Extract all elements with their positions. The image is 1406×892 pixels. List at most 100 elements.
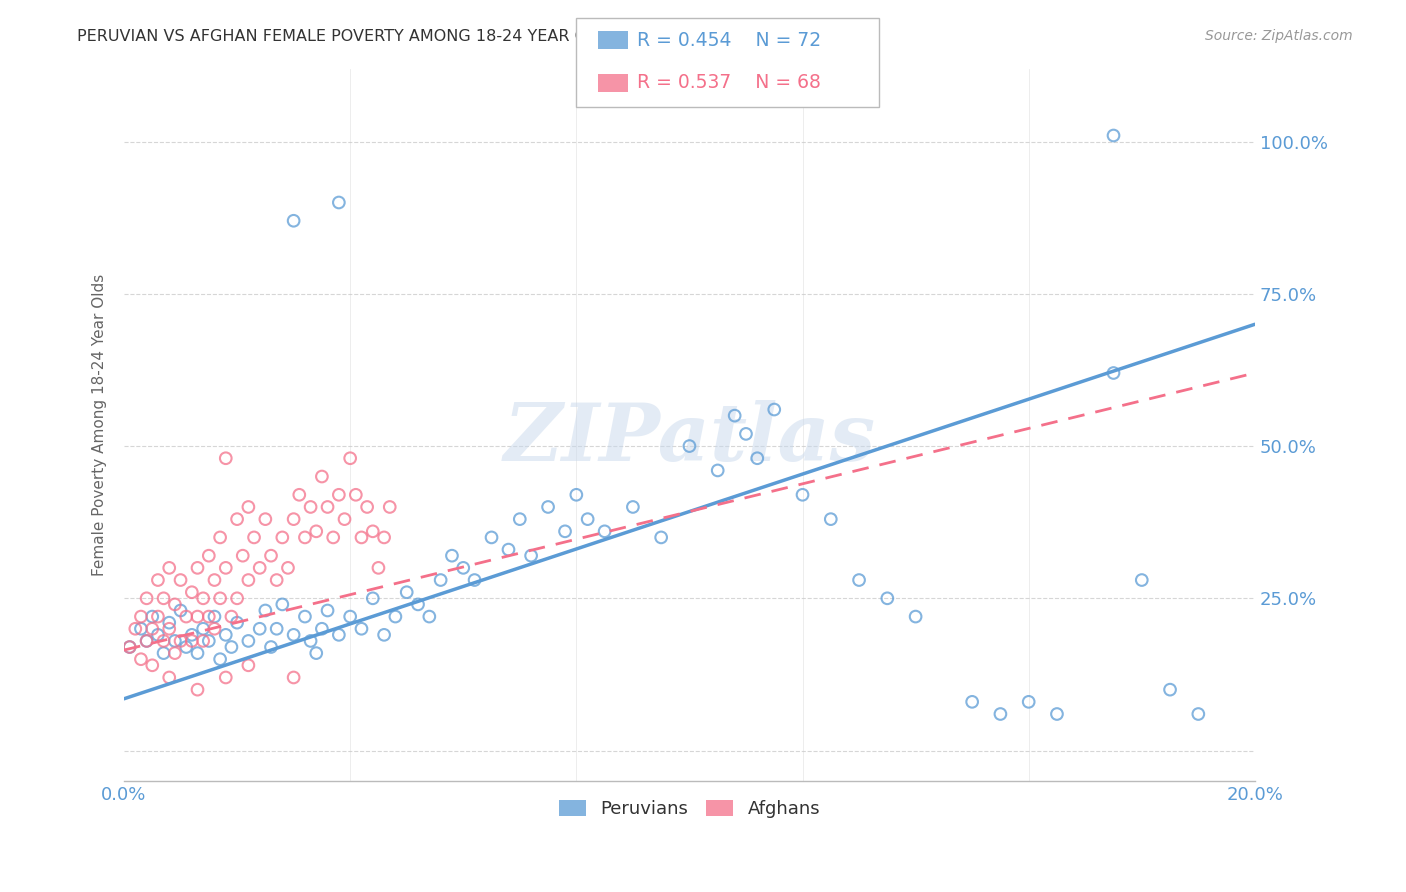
Point xyxy=(157,561,180,575)
Point xyxy=(243,530,266,544)
Point xyxy=(232,549,254,563)
Point xyxy=(146,573,169,587)
Point xyxy=(215,670,238,684)
Point xyxy=(316,500,339,514)
Point xyxy=(593,524,616,539)
Point xyxy=(328,195,350,210)
Point xyxy=(191,622,214,636)
Point xyxy=(180,585,202,599)
Point xyxy=(238,658,260,673)
Point xyxy=(204,609,226,624)
Point xyxy=(249,622,271,636)
Point xyxy=(163,634,186,648)
Point xyxy=(378,500,401,514)
Y-axis label: Female Poverty Among 18-24 Year Olds: Female Poverty Among 18-24 Year Olds xyxy=(93,274,107,576)
Point xyxy=(186,561,208,575)
Point xyxy=(135,591,157,606)
Point xyxy=(350,530,373,544)
Point xyxy=(311,469,333,483)
Point xyxy=(820,512,842,526)
Point xyxy=(418,609,440,624)
Point xyxy=(226,591,249,606)
Point xyxy=(344,488,367,502)
Point xyxy=(960,695,983,709)
Point xyxy=(198,634,221,648)
Point xyxy=(283,512,305,526)
Legend: Peruvians, Afghans: Peruvians, Afghans xyxy=(551,793,828,825)
Point xyxy=(226,615,249,630)
Point xyxy=(339,451,361,466)
Point xyxy=(221,609,243,624)
Point xyxy=(157,615,180,630)
Point xyxy=(1159,682,1181,697)
Point xyxy=(198,549,221,563)
Point xyxy=(361,524,384,539)
Point xyxy=(333,512,356,526)
Point xyxy=(180,628,202,642)
Point xyxy=(678,439,700,453)
Point xyxy=(124,622,146,636)
Point xyxy=(356,500,378,514)
Point xyxy=(118,640,141,654)
Point xyxy=(311,622,333,636)
Point xyxy=(191,634,214,648)
Point xyxy=(157,670,180,684)
Point xyxy=(429,573,451,587)
Point xyxy=(209,530,232,544)
Point xyxy=(283,628,305,642)
Point xyxy=(706,463,728,477)
Point xyxy=(621,500,644,514)
Point xyxy=(876,591,898,606)
Point xyxy=(226,512,249,526)
Point xyxy=(1102,128,1125,143)
Point xyxy=(361,591,384,606)
Point xyxy=(141,622,163,636)
Point xyxy=(152,646,174,660)
Point xyxy=(509,512,531,526)
Point xyxy=(373,530,395,544)
Point xyxy=(650,530,672,544)
Point xyxy=(1046,706,1069,721)
Point xyxy=(316,603,339,617)
Point xyxy=(537,500,560,514)
Point xyxy=(129,652,152,666)
Text: R = 0.454    N = 72: R = 0.454 N = 72 xyxy=(637,30,821,50)
Point xyxy=(464,573,486,587)
Point xyxy=(163,646,186,660)
Point xyxy=(238,500,260,514)
Point xyxy=(792,488,814,502)
Point xyxy=(163,598,186,612)
Point xyxy=(146,609,169,624)
Point xyxy=(186,646,208,660)
Point xyxy=(180,634,202,648)
Point xyxy=(169,573,191,587)
Point xyxy=(1187,706,1209,721)
Point xyxy=(305,646,328,660)
Point xyxy=(294,530,316,544)
Point xyxy=(215,628,238,642)
Point xyxy=(266,573,288,587)
Point xyxy=(724,409,747,423)
Point xyxy=(294,609,316,624)
Point xyxy=(373,628,395,642)
Point xyxy=(299,500,322,514)
Point xyxy=(135,634,157,648)
Point xyxy=(305,524,328,539)
Point xyxy=(118,640,141,654)
Point xyxy=(440,549,463,563)
Point xyxy=(186,682,208,697)
Point xyxy=(1130,573,1153,587)
Point xyxy=(215,451,238,466)
Point xyxy=(283,213,305,227)
Point xyxy=(848,573,870,587)
Point xyxy=(186,609,208,624)
Point xyxy=(260,549,283,563)
Point xyxy=(328,628,350,642)
Point xyxy=(169,634,191,648)
Point xyxy=(554,524,576,539)
Point xyxy=(260,640,283,654)
Point xyxy=(157,622,180,636)
Point xyxy=(191,591,214,606)
Point xyxy=(209,591,232,606)
Point xyxy=(204,622,226,636)
